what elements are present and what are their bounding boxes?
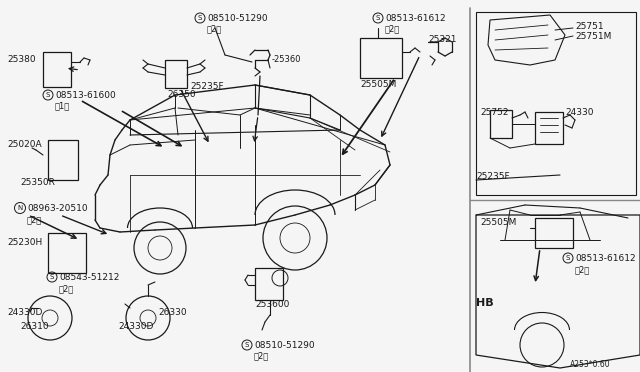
Text: 25321: 25321 bbox=[428, 35, 456, 44]
Text: S: S bbox=[376, 15, 380, 21]
Text: （2）: （2） bbox=[207, 24, 222, 33]
Text: 25235F: 25235F bbox=[476, 172, 509, 181]
Text: 08513-61612: 08513-61612 bbox=[575, 254, 636, 263]
Text: 26330: 26330 bbox=[158, 308, 187, 317]
Bar bbox=[43, 52, 71, 87]
Bar bbox=[48, 233, 86, 273]
Text: 25020A: 25020A bbox=[7, 140, 42, 149]
Text: 25350R: 25350R bbox=[20, 178, 55, 187]
Text: HB: HB bbox=[476, 298, 493, 308]
Text: 24330D: 24330D bbox=[7, 308, 42, 317]
Text: （2）: （2） bbox=[59, 284, 74, 293]
Text: S: S bbox=[50, 274, 54, 280]
Bar bbox=[490, 110, 512, 138]
Text: A253*0.60: A253*0.60 bbox=[570, 360, 611, 369]
Text: 25230H: 25230H bbox=[7, 238, 42, 247]
Text: 24330: 24330 bbox=[565, 108, 593, 117]
Text: 26350: 26350 bbox=[167, 90, 196, 99]
Text: （1）: （1） bbox=[55, 101, 70, 110]
Bar bbox=[535, 112, 563, 144]
Text: 08543-51212: 08543-51212 bbox=[59, 273, 120, 282]
Text: S: S bbox=[566, 255, 570, 261]
Bar bbox=[360, 38, 402, 78]
Text: S: S bbox=[46, 92, 50, 98]
Text: 08510-51290: 08510-51290 bbox=[207, 14, 268, 23]
Text: 26310: 26310 bbox=[20, 322, 49, 331]
Text: 08513-61600: 08513-61600 bbox=[55, 91, 116, 100]
Bar bbox=[535, 218, 573, 248]
Text: 25235F: 25235F bbox=[190, 82, 223, 91]
Text: 25751M: 25751M bbox=[575, 32, 611, 41]
Text: S: S bbox=[198, 15, 202, 21]
Text: 25505M: 25505M bbox=[480, 218, 516, 227]
Text: -25360: -25360 bbox=[272, 55, 301, 64]
Text: （2）: （2） bbox=[254, 351, 269, 360]
Text: 08963-20510: 08963-20510 bbox=[27, 204, 88, 213]
Text: 25752: 25752 bbox=[480, 108, 509, 117]
Text: N: N bbox=[17, 205, 22, 211]
Text: （2）: （2） bbox=[385, 24, 400, 33]
Text: 25751: 25751 bbox=[575, 22, 604, 31]
Bar bbox=[165, 60, 187, 88]
Text: 253600: 253600 bbox=[255, 300, 289, 309]
Text: 24330D: 24330D bbox=[118, 322, 154, 331]
Text: （2）: （2） bbox=[575, 265, 590, 274]
Text: （2）: （2） bbox=[27, 215, 42, 224]
Text: 08510-51290: 08510-51290 bbox=[254, 341, 315, 350]
Bar bbox=[255, 268, 283, 300]
Text: S: S bbox=[245, 342, 249, 348]
Bar bbox=[48, 140, 78, 180]
Text: 25505M: 25505M bbox=[360, 80, 396, 89]
Text: 08513-61612: 08513-61612 bbox=[385, 14, 445, 23]
Text: 25380: 25380 bbox=[7, 55, 36, 64]
